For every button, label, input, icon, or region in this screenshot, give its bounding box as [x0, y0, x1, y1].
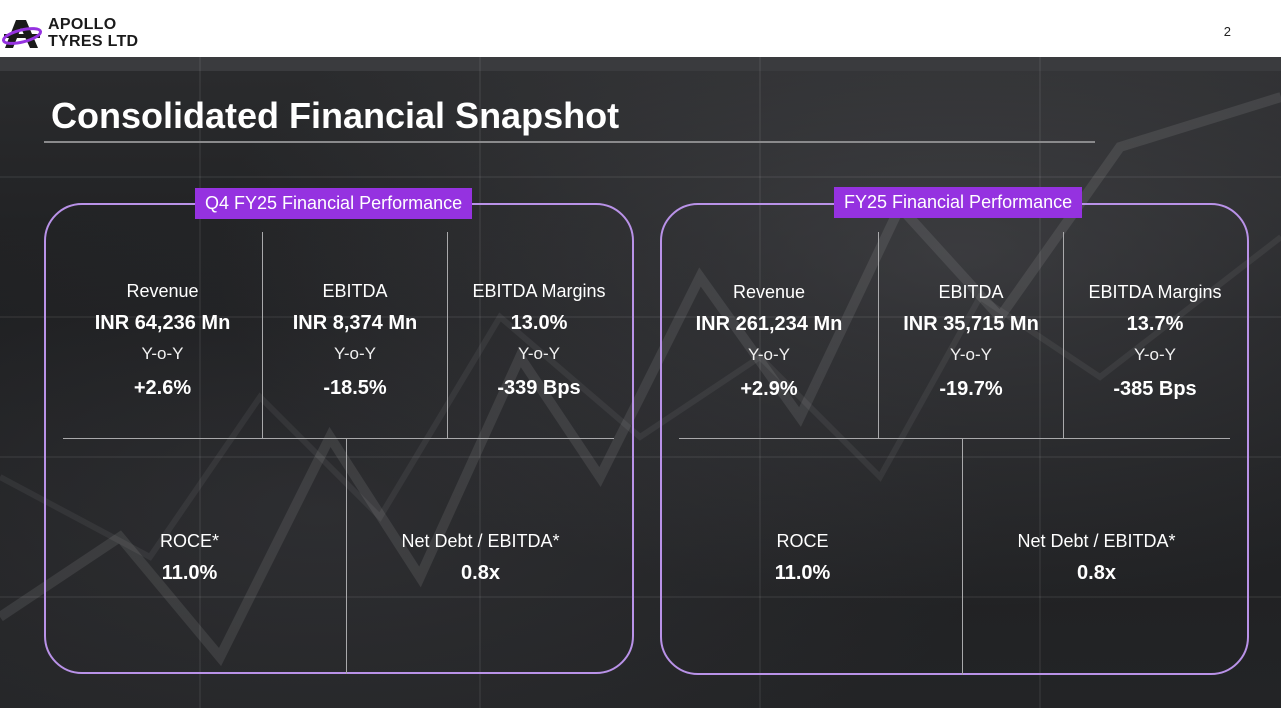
slide-body: Consolidated Financial Snapshot Q4 FY25 …	[0, 57, 1281, 708]
divider	[262, 232, 263, 438]
yoy-change: +2.6%	[133, 377, 192, 399]
yoy-change: +2.9%	[740, 378, 798, 400]
apollo-logo-icon	[2, 20, 42, 48]
metric-ebitda-margins: EBITDA Margins 13.7% Y-o-Y -385 Bps	[1064, 276, 1246, 406]
yoy-change: -19.7%	[939, 378, 1003, 400]
metric-value: 0.8x	[1077, 562, 1116, 584]
metric-label: Revenue	[732, 282, 806, 302]
yoy-change: -18.5%	[323, 377, 387, 399]
divider	[878, 232, 879, 438]
metric-value: INR 261,234 Mn	[695, 313, 843, 335]
metric-label: ROCE	[776, 531, 829, 551]
metric-value: INR 35,715 Mn	[903, 313, 1039, 335]
logo-text: APOLLO TYRES LTD	[48, 16, 138, 50]
page-number: 2	[1223, 24, 1231, 39]
metric-net-debt-ebitda: Net Debt / EBITDA* 0.8x	[347, 525, 614, 589]
metric-label: ROCE*	[159, 531, 219, 551]
company-logo: APOLLO TYRES LTD	[2, 14, 152, 54]
yoy-label: Y-o-Y	[748, 345, 790, 364]
metric-ebitda: EBITDA INR 35,715 Mn Y-o-Y -19.7%	[879, 276, 1063, 406]
metric-revenue: Revenue INR 261,234 Mn Y-o-Y +2.9%	[669, 276, 869, 406]
metric-label: EBITDA Margins	[1088, 282, 1222, 302]
slide-top-strip	[0, 57, 1281, 71]
yoy-label: Y-o-Y	[334, 344, 376, 363]
metric-value: 13.0%	[510, 312, 568, 334]
metric-label: EBITDA	[322, 281, 388, 301]
divider	[447, 232, 448, 438]
slide-title: Consolidated Financial Snapshot	[51, 95, 620, 136]
title-underline	[44, 141, 1095, 143]
divider	[346, 438, 347, 674]
metric-label: EBITDA	[938, 282, 1004, 302]
metric-roce: ROCE* 11.0%	[63, 525, 316, 589]
metric-roce: ROCE 11.0%	[679, 525, 926, 589]
metric-value: 11.0%	[774, 562, 831, 584]
yoy-label: Y-o-Y	[518, 344, 560, 363]
q4-panel-label: Q4 FY25 Financial Performance	[195, 188, 473, 219]
divider	[63, 438, 614, 439]
metric-label: Revenue	[126, 281, 199, 301]
fy25-panel-label: FY25 Financial Performance	[834, 187, 1083, 218]
yoy-label: Y-o-Y	[141, 344, 184, 363]
header-bar: APOLLO TYRES LTD 2	[0, 0, 1281, 57]
logo-line-2: TYRES LTD	[48, 33, 139, 50]
metric-label: Net Debt / EBITDA*	[1017, 531, 1176, 551]
yoy-label: Y-o-Y	[950, 345, 992, 364]
yoy-change: -385 Bps	[1113, 378, 1197, 400]
metric-value: 0.8x	[461, 562, 500, 584]
metric-net-debt-ebitda: Net Debt / EBITDA* 0.8x	[963, 525, 1230, 589]
fy25-performance-panel	[660, 203, 1249, 675]
metric-revenue: Revenue INR 64,236 Mn Y-o-Y +2.6%	[63, 275, 262, 405]
metric-ebitda-margins: EBITDA Margins 13.0% Y-o-Y -339 Bps	[448, 275, 630, 405]
metric-label: Net Debt / EBITDA*	[401, 531, 560, 551]
metric-value: 11.0%	[161, 562, 218, 584]
metric-label: EBITDA Margins	[472, 281, 606, 301]
yoy-change: -339 Bps	[497, 377, 581, 399]
metric-value: 13.7%	[1126, 313, 1184, 335]
divider	[1063, 232, 1064, 438]
divider	[962, 438, 963, 675]
yoy-label: Y-o-Y	[1134, 345, 1176, 364]
metric-ebitda: EBITDA INR 8,374 Mn Y-o-Y -18.5%	[263, 275, 447, 405]
divider	[679, 438, 1230, 439]
metric-value: INR 64,236 Mn	[94, 312, 231, 334]
background-chart-decoration	[0, 57, 1281, 708]
logo-line-1: APOLLO	[48, 16, 117, 33]
metric-value: INR 8,374 Mn	[292, 312, 418, 334]
